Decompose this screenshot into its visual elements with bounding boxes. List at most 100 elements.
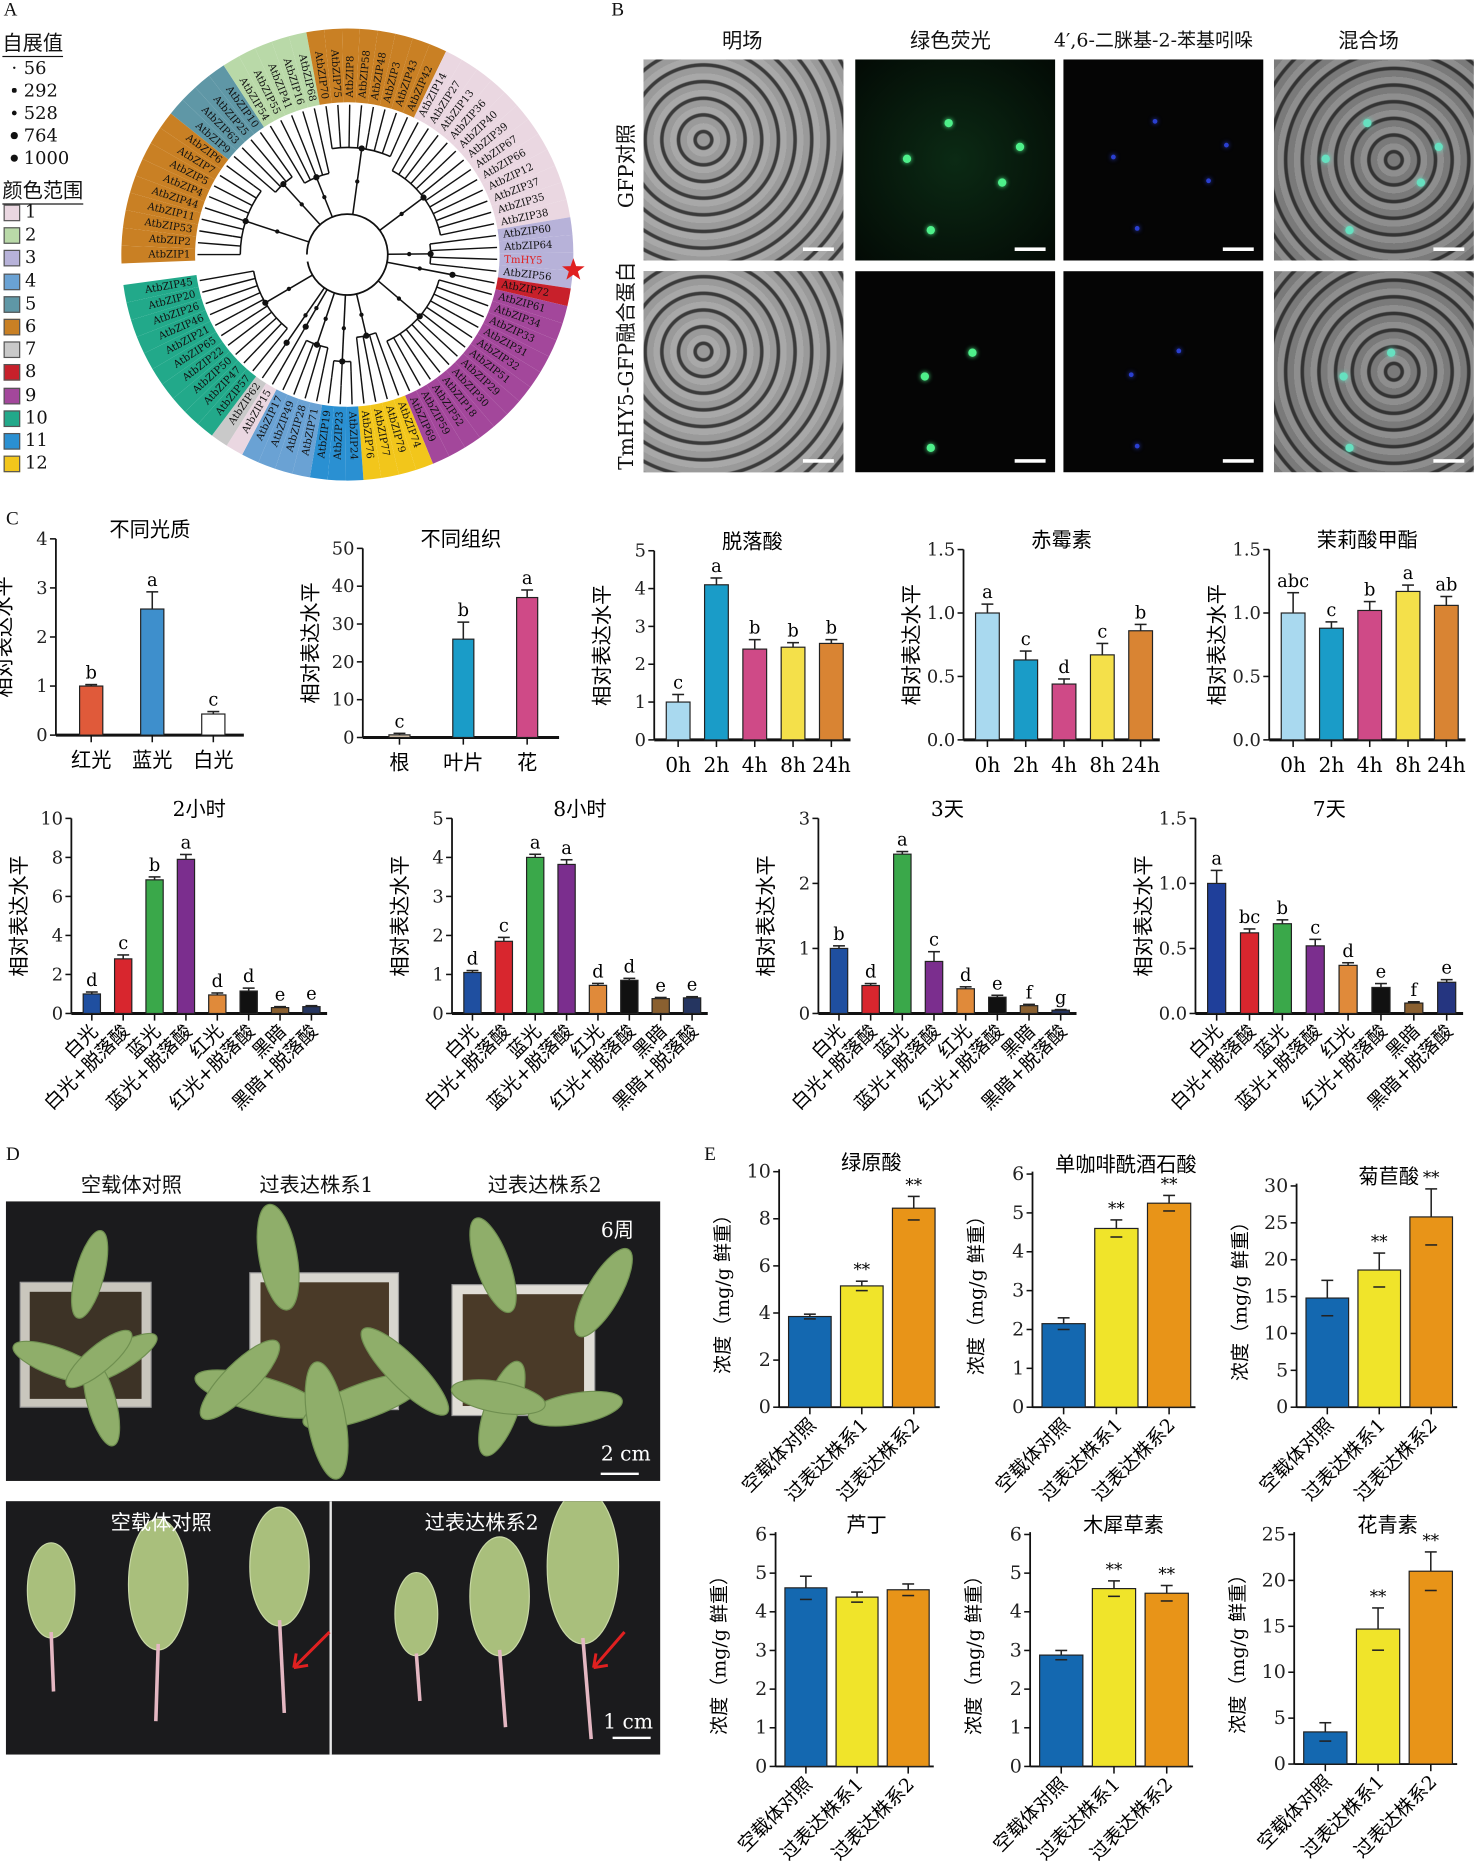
column-header-gfp: 绿色荧光 [909,29,991,54]
plant-oe-line2 [450,1217,633,1457]
clade-swatch [3,318,21,336]
nucleus-spot [926,443,935,453]
y-tick-label: 0.5 [1233,666,1261,687]
tree-branch [398,144,419,175]
nucleus-spot [1224,142,1229,148]
clade-wedge [160,113,229,170]
tree-branch [230,193,253,207]
clade-wedge [497,217,573,242]
bootstrap-node-icon [449,271,456,278]
clade-wedge [393,395,434,470]
bootstrap-node-icon [299,202,304,207]
photo-header-empty-vector: 空载体对照 [80,1174,182,1198]
tree-branch [429,239,464,245]
y-tick-label: 1.0 [1159,873,1187,894]
tree-branch [322,347,329,369]
clade-wedge [126,286,202,320]
clade-wedge [150,127,222,180]
tree-branch [443,318,473,339]
y-tick-label: 4 [635,579,646,600]
bar [1395,590,1421,741]
y-tick-label: 3 [432,886,443,907]
y-axis-label: 相对表达水平 [299,582,323,703]
bar [1433,604,1459,741]
panel-label-a: A [3,0,18,21]
chart-title: 脱落酸 [722,529,783,553]
significance-label: b [149,855,160,876]
bar [835,1596,879,1768]
x-tick-label: 白光 [193,748,233,772]
nucleus-spot [1128,372,1134,378]
tree-branch [437,337,458,357]
nucleus-spot [1345,443,1354,453]
y-tick-label: 6 [1012,1163,1024,1185]
bootstrap-dot-icon [11,110,17,116]
tree-branch [227,324,256,346]
nucleus-spot [1363,118,1372,128]
clade-wedge [129,175,205,213]
y-axis-label: 相对表达水平 [388,855,412,976]
bar [784,1587,828,1768]
tree-branch [294,149,312,181]
tree-branch [348,104,351,139]
y-axis-label: 浓度（mg/g 鲜重） [963,1566,985,1735]
clade-wedge [367,30,396,106]
chart-title: 绿原酸 [841,1150,902,1174]
significance-label: c [673,673,683,694]
clade-wedge [122,210,199,237]
nucleus-spot [1134,443,1140,449]
tree-branch [227,277,256,287]
significance-label: c [208,690,218,711]
y-tick-label: 2 [1012,1318,1024,1340]
clade-swatch [3,341,21,359]
x-tick-label: 4h [742,753,768,777]
clade-wedge [341,28,360,103]
y-tick-label: 3 [36,578,47,599]
tree-branch [375,109,386,142]
clade-label: 3 [24,246,37,269]
nucleus-spot [1206,178,1211,184]
bar [516,596,539,739]
tree-branch [391,151,404,172]
x-tick-label: 蓝光 [132,748,172,772]
clade-wedge [142,143,215,191]
tree-branch [232,235,242,239]
significance-label: a [1403,563,1414,584]
bootstrap-node-icon [399,211,404,217]
tree-branch [243,348,258,364]
tree-branch [290,115,300,134]
tree-branch [309,345,322,381]
tree-branch [219,174,243,190]
y-axis-label: 相对表达水平 [7,855,31,976]
y-tick-label: 10 [747,1161,771,1183]
tree-branch [403,356,421,386]
clade-wedge [195,75,255,142]
clade-wedge [424,59,477,130]
phylogenetic-tree: AtbZIP1AtbZIP2AtbZIP53AtbZIP11AtbZIP44At… [121,28,585,481]
micrograph-merged [1273,59,1474,261]
significance-label: ** [1422,1531,1439,1550]
bar [1404,1002,1424,1015]
tree-branch [404,155,423,180]
y-tick-label: 1 [635,692,646,713]
x-tick-label: 8h [780,753,806,777]
significance-label: g [1055,988,1066,1009]
significance-label: ** [1371,1232,1388,1251]
y-tick-label: 0 [1276,1396,1288,1418]
tree-branch [313,108,323,142]
leaf-label-empty-vector: 空载体对照 [110,1511,212,1536]
significance-label: e [1376,962,1387,983]
bootstrap-node-icon [416,313,423,320]
tree-branch [250,139,273,166]
nucleus-spot [1416,178,1426,187]
bar [682,997,702,1015]
y-tick-label: 8 [759,1208,771,1230]
significance-label: a [561,838,572,859]
tree-branch [298,132,318,178]
chart-title: 单咖啡酰酒石酸 [1055,1153,1197,1177]
clade-label: 1 [24,201,37,223]
tree-branch [430,256,472,260]
bar [1409,1216,1454,1408]
clade-label: 10 [24,406,48,428]
